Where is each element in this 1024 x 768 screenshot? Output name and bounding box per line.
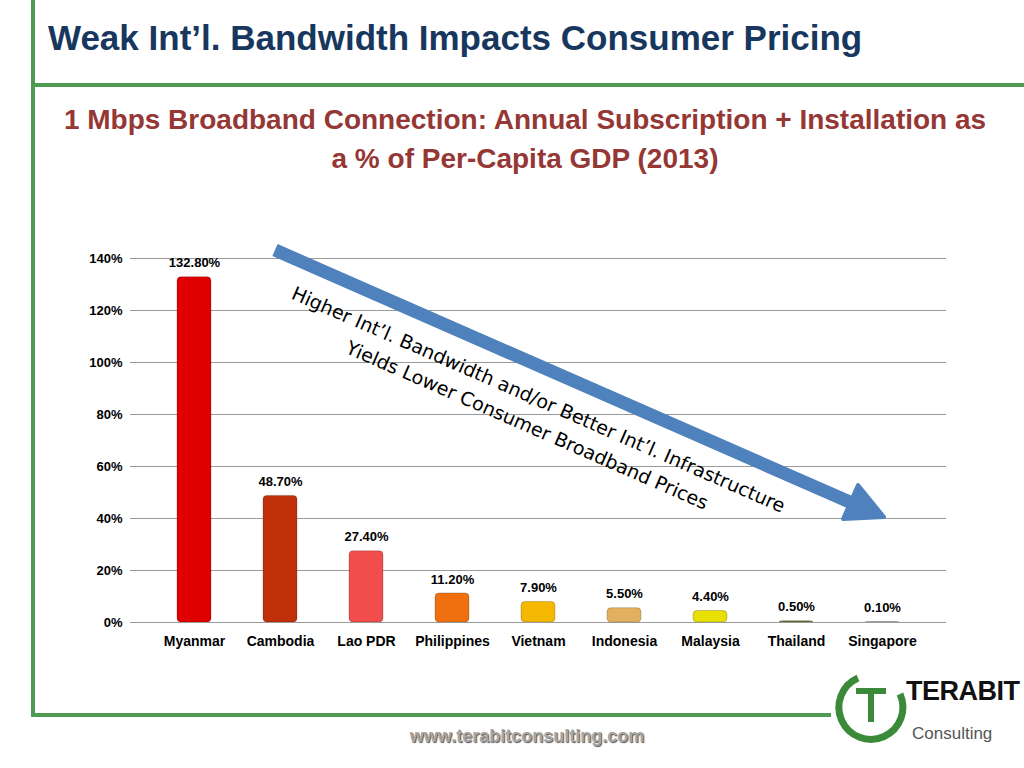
svg-text:11.20%: 11.20%	[431, 572, 475, 587]
svg-text:Singapore: Singapore	[848, 633, 917, 649]
svg-text:140%: 140%	[89, 251, 123, 266]
svg-text:4.40%: 4.40%	[692, 589, 729, 604]
svg-text:Indonesia: Indonesia	[592, 633, 658, 649]
svg-text:0%: 0%	[104, 615, 123, 630]
svg-text:7.90%: 7.90%	[520, 580, 557, 595]
svg-text:27.40%: 27.40%	[344, 529, 389, 544]
svg-text:5.50%: 5.50%	[606, 586, 643, 601]
svg-text:120%: 120%	[89, 303, 123, 318]
svg-text:100%: 100%	[89, 355, 123, 370]
svg-text:0.50%: 0.50%	[778, 599, 815, 614]
svg-text:40%: 40%	[96, 511, 122, 526]
svg-text:Thailand: Thailand	[768, 633, 826, 649]
svg-text:Cambodia: Cambodia	[247, 633, 315, 649]
svg-text:0.10%: 0.10%	[864, 600, 901, 615]
svg-text:Vietnam: Vietnam	[511, 633, 565, 649]
svg-text:20%: 20%	[96, 563, 122, 578]
svg-text:60%: 60%	[96, 459, 122, 474]
svg-text:48.70%: 48.70%	[258, 474, 303, 489]
svg-text:Malaysia: Malaysia	[681, 633, 740, 649]
svg-text:Myanmar: Myanmar	[164, 633, 226, 649]
svg-text:Lao PDR: Lao PDR	[337, 633, 395, 649]
svg-text:Philippines: Philippines	[415, 633, 490, 649]
svg-text:80%: 80%	[96, 407, 122, 422]
svg-text:132.80%: 132.80%	[169, 255, 221, 270]
